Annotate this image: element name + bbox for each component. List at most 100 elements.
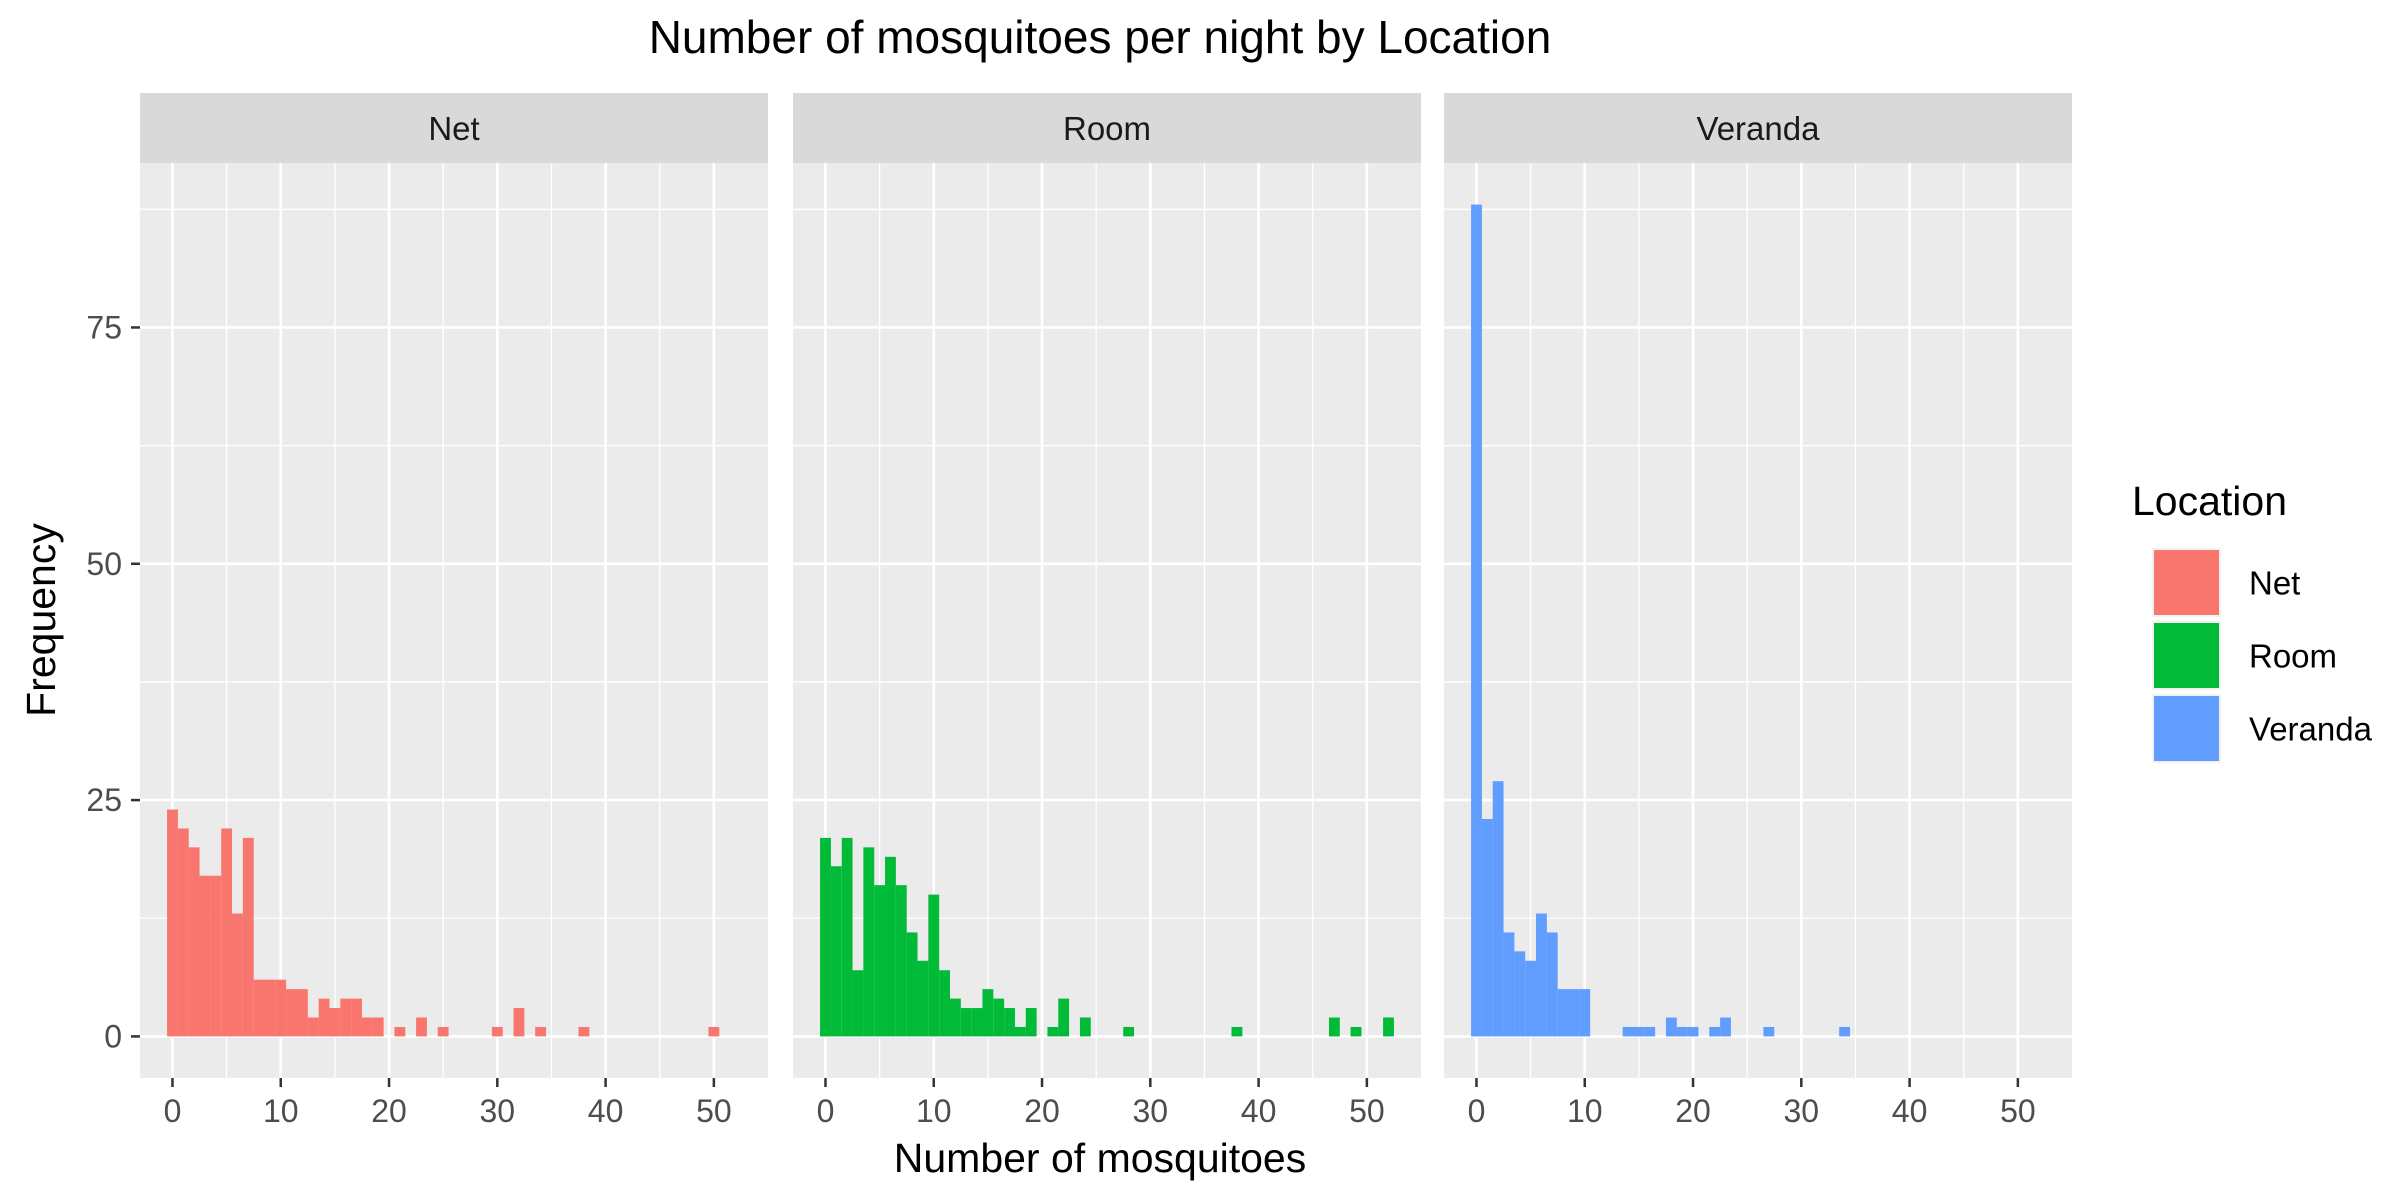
legend-swatch xyxy=(2154,696,2219,761)
histogram-bar xyxy=(906,932,918,1037)
x-tick-label: 40 xyxy=(588,1093,624,1129)
histogram-bar xyxy=(1481,819,1493,1037)
histogram-bar xyxy=(437,1026,449,1037)
legend-label: Room xyxy=(2249,638,2337,675)
histogram-bar xyxy=(1123,1026,1135,1037)
facet-strip xyxy=(140,93,768,163)
facet-strip-label: Net xyxy=(428,110,479,147)
x-tick-label: 10 xyxy=(1567,1093,1603,1129)
facet-panel-net: Net 0 10 20 30 40 50 xyxy=(140,93,768,1129)
facet-strip xyxy=(1444,93,2072,163)
y-tick-label: 50 xyxy=(86,546,122,582)
histogram-bar xyxy=(1383,1017,1394,1037)
histogram-bar xyxy=(1025,1008,1037,1037)
histogram-bar xyxy=(939,970,950,1037)
y-tick-label: 25 xyxy=(86,782,122,818)
x-tick-label: 50 xyxy=(696,1093,732,1129)
histogram-bar xyxy=(993,998,1005,1037)
legend-item-net: Net xyxy=(2152,548,2300,617)
histogram-bar xyxy=(708,1026,720,1037)
x-tick-label: 40 xyxy=(1241,1093,1277,1129)
legend-title: Location xyxy=(2132,478,2287,524)
histogram-bar xyxy=(177,828,189,1037)
facet-strip-label: Veranda xyxy=(1697,110,1821,147)
panel-background xyxy=(1444,163,2072,1078)
histogram-bar xyxy=(1004,1008,1015,1037)
x-tick-label: 20 xyxy=(1675,1093,1711,1129)
histogram-bar xyxy=(895,885,907,1037)
panel-grid xyxy=(140,163,768,1078)
histogram-bar xyxy=(1546,932,1558,1037)
histogram-bar xyxy=(1525,960,1537,1037)
x-tick-label: 30 xyxy=(480,1093,516,1129)
histogram-bar xyxy=(242,837,254,1037)
legend-swatch xyxy=(2154,550,2219,615)
histogram-bar xyxy=(852,970,864,1037)
x-axis: 0 10 20 30 40 50 xyxy=(1468,1078,2036,1129)
facet-panel-room: Room 0 10 20 30 40 50 xyxy=(793,93,1421,1129)
y-axis: 0 25 50 75 xyxy=(86,309,140,1054)
histogram-bar xyxy=(199,875,211,1037)
histogram-bar xyxy=(950,998,961,1037)
histogram-bar xyxy=(286,989,297,1037)
histogram-bar xyxy=(863,847,875,1037)
histogram-bar xyxy=(917,960,929,1037)
histogram-bar xyxy=(253,979,265,1037)
x-tick-label: 50 xyxy=(1349,1093,1385,1129)
histogram-bars xyxy=(820,837,1394,1037)
histogram-bar xyxy=(1644,1026,1656,1037)
histogram-bar xyxy=(361,1017,373,1037)
legend-swatch xyxy=(2154,623,2219,688)
histogram-bar xyxy=(1536,913,1547,1037)
histogram-bar xyxy=(1709,1026,1721,1037)
histogram-bar xyxy=(1471,204,1482,1037)
histogram-bar xyxy=(491,1026,503,1037)
histogram-bar xyxy=(372,1017,384,1037)
x-tick-label: 40 xyxy=(1892,1093,1928,1129)
y-axis-title: Frequency xyxy=(18,523,64,717)
histogram-bar xyxy=(329,1008,341,1037)
facet-strip xyxy=(793,93,1421,163)
histogram-bar xyxy=(885,856,896,1037)
histogram-bar xyxy=(1720,1017,1731,1037)
x-tick-label: 20 xyxy=(371,1093,407,1129)
chart-title: Number of mosquitoes per night by Locati… xyxy=(649,11,1552,63)
histogram-bar xyxy=(394,1026,406,1037)
histogram-bar xyxy=(264,979,276,1037)
histogram-bar xyxy=(1687,1026,1699,1037)
histogram-bar xyxy=(1763,1026,1775,1037)
histogram-bar xyxy=(960,1008,972,1037)
legend-label: Net xyxy=(2249,565,2300,602)
histogram-bar xyxy=(1014,1026,1026,1037)
histogram-bar xyxy=(307,1017,319,1037)
histogram-bar xyxy=(971,1008,983,1037)
histogram-bar xyxy=(1557,989,1569,1037)
histogram-bar xyxy=(1514,951,1526,1037)
histogram-bar xyxy=(416,1017,427,1037)
histogram-bar xyxy=(1633,1026,1645,1037)
facet-panels: Net 0 10 20 30 40 50 Room 0 10 20 30 40 50 Veranda 0 10 2… xyxy=(140,93,2072,1129)
histogram-bar xyxy=(232,913,243,1037)
histogram-bar xyxy=(1622,1026,1634,1037)
y-tick-label: 0 xyxy=(104,1018,122,1054)
histogram-bar xyxy=(1568,989,1580,1037)
histogram-bar xyxy=(874,885,886,1037)
legend: Location Net Room Veranda xyxy=(2132,478,2373,763)
histogram-bar xyxy=(841,837,853,1037)
histogram-bar xyxy=(982,989,994,1037)
histogram-bar xyxy=(318,998,330,1037)
histogram-bar xyxy=(1350,1026,1362,1037)
x-axis-title: Number of mosquitoes xyxy=(894,1135,1306,1181)
facet-strip-label: Room xyxy=(1063,110,1151,147)
x-tick-label: 10 xyxy=(263,1093,299,1129)
x-tick-label: 10 xyxy=(916,1093,952,1129)
histogram-bar xyxy=(167,809,178,1037)
histogram-bar xyxy=(535,1026,547,1037)
x-tick-label: 30 xyxy=(1784,1093,1820,1129)
histogram-bar xyxy=(928,894,940,1037)
histogram-bar xyxy=(297,989,308,1037)
y-tick-label: 75 xyxy=(86,309,122,345)
histogram-bar xyxy=(221,828,233,1037)
